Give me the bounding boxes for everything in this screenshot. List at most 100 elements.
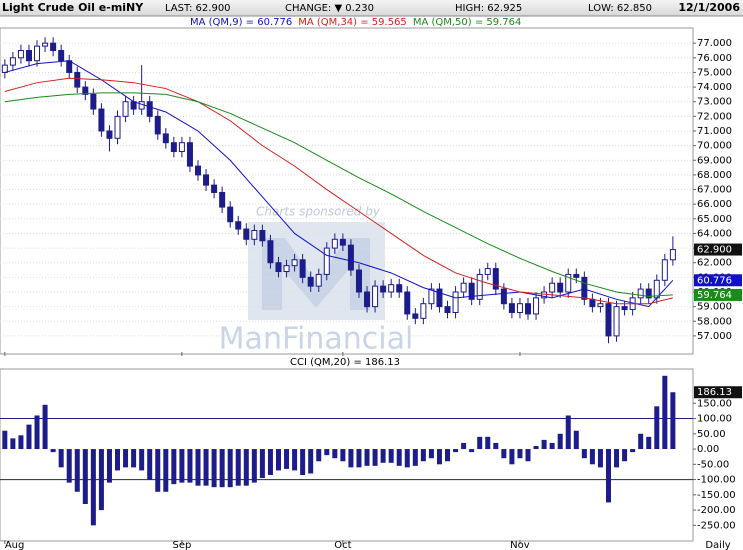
cci-bar (662, 375, 668, 450)
cci-bar (445, 449, 451, 462)
candle-body (178, 142, 185, 152)
candle-body (323, 247, 330, 275)
cci-bar (364, 449, 370, 466)
candle-body (339, 238, 346, 246)
candle-body (243, 228, 250, 240)
last-label-box (694, 243, 742, 256)
cci-bar (654, 406, 660, 450)
candle-body (251, 230, 258, 240)
date: 12/1/2006 (678, 1, 740, 14)
y-tick-label: -250.00 (697, 520, 736, 531)
candle-body (331, 238, 338, 249)
candle-body (412, 313, 419, 319)
candle-body (661, 259, 668, 281)
candle-body (436, 288, 443, 308)
candle-body (50, 42, 57, 51)
cci-bar (163, 449, 169, 492)
change: CHANGE: ▼ 0.230 (285, 3, 374, 14)
cci-bar (477, 436, 483, 450)
cci-bar (324, 449, 330, 456)
candle-body (299, 259, 306, 278)
cci-bar (501, 449, 507, 459)
candle-body (364, 291, 371, 308)
y-tick-label: 75.000 (697, 67, 732, 78)
cci-bar (58, 449, 64, 468)
y-tick-label: 71.000 (697, 126, 732, 137)
candle-body (186, 142, 193, 167)
cci-bar (259, 449, 265, 479)
candle-body (581, 276, 588, 300)
candle-body (420, 303, 427, 319)
cci-bar (348, 449, 354, 468)
cci-bar (646, 436, 652, 450)
y-tick-label: 50.00 (697, 429, 726, 440)
cci-bar (372, 449, 378, 466)
cci-bar (211, 449, 217, 488)
cci-bar (2, 430, 8, 450)
candle-body (621, 306, 628, 311)
candle-body (138, 101, 145, 110)
y-tick-label: 67.000 (697, 185, 732, 196)
candle-body (146, 101, 153, 117)
header-bar (0, 0, 743, 16)
candle-body (291, 259, 298, 267)
cci-bar (187, 449, 193, 483)
candle-body (122, 101, 129, 117)
candle-body (42, 42, 49, 47)
candle-body (315, 273, 322, 287)
cci-bar (509, 449, 515, 465)
legend-entry: MA (QM,9) = 60.776 (190, 17, 292, 28)
y-tick-label: 77.000 (697, 38, 732, 49)
candle-body (508, 303, 515, 313)
cci-bar (485, 436, 491, 450)
cci-bar (557, 433, 563, 450)
cci-bar (316, 449, 322, 462)
candle-body (235, 221, 242, 230)
cci-bar (203, 449, 209, 486)
cci-bar (420, 449, 426, 462)
cci-bar (195, 449, 201, 486)
y-tick-label: 59.000 (697, 302, 732, 313)
candle-body (380, 285, 387, 293)
y-tick-label: 150.00 (697, 398, 732, 409)
cci-bar (525, 449, 531, 462)
cci-frame (0, 368, 694, 542)
cci-bar (549, 442, 555, 450)
cci-bar (517, 449, 523, 459)
candle-body (492, 268, 499, 290)
y-tick-label: 72.000 (697, 111, 732, 122)
candle-body (154, 115, 161, 135)
sponsor-text: Charts sponsored by (256, 205, 381, 219)
cci-bar (284, 449, 290, 469)
candle-body (283, 265, 290, 272)
logo-m (262, 238, 370, 310)
candle-body (428, 288, 435, 305)
cci-bar (26, 424, 32, 450)
candle-body (1, 64, 8, 73)
x-tick-label: Aug (5, 540, 25, 550)
x-tick-label: Sep (172, 540, 191, 550)
ma-line (4, 77, 673, 305)
candle-body (162, 133, 169, 144)
cci-bar (565, 415, 571, 450)
candle-body (541, 291, 548, 299)
y-tick-label: 57.000 (697, 331, 732, 342)
cci-bar (10, 438, 16, 450)
cci-last-label-box (694, 386, 742, 399)
candle-body (468, 282, 475, 300)
cci-bar (589, 449, 595, 465)
candle-body (388, 284, 395, 293)
candle-body (267, 240, 274, 264)
candle-body (557, 282, 564, 293)
cci-bar (82, 449, 88, 504)
cci-last-label: 186.13 (697, 387, 732, 398)
cci-bar (42, 404, 48, 450)
candle-body (444, 306, 451, 313)
cci-bar (453, 449, 459, 453)
cci-bar (356, 449, 362, 468)
high: HIGH: 62.925 (455, 3, 522, 14)
candle-body (460, 282, 467, 293)
candle-body (613, 306, 620, 337)
